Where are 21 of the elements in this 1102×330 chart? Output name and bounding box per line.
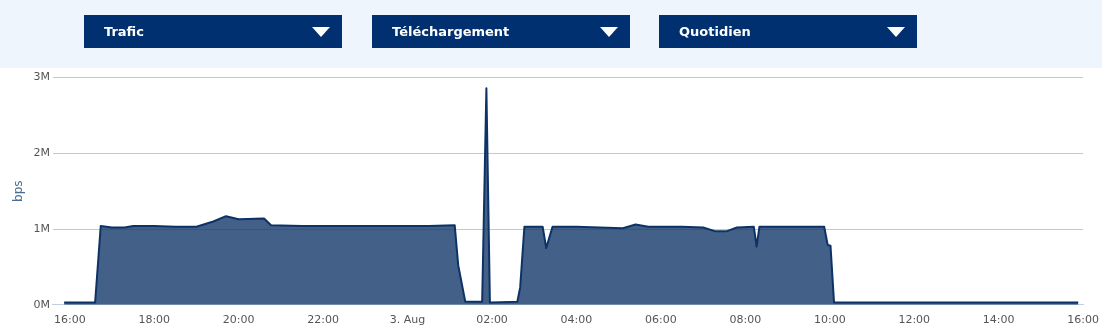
x-tick-label: 16:00 <box>1067 313 1099 327</box>
x-tick-label: 16:00 <box>53 313 86 327</box>
x-tick-label: 12:00 <box>898 313 931 327</box>
x-tick-label: 18:00 <box>138 313 171 327</box>
x-tick-label: 08:00 <box>729 313 762 327</box>
y-tick-label: 3M <box>33 70 50 84</box>
x-tick-label: 22:00 <box>307 313 339 327</box>
dropdown-field: Trafic <box>84 15 342 48</box>
x-tick-label: 20:00 <box>222 313 255 327</box>
y-axis-title: bps <box>11 180 26 202</box>
y-tick-label: 0M <box>33 297 50 311</box>
x-tick-label: 02:00 <box>476 313 508 327</box>
x-tick-label: 14:00 <box>982 313 1015 327</box>
y-tick-label: 1M <box>33 221 50 235</box>
x-tick-label: 04:00 <box>560 313 593 327</box>
x-tick-label: 3. Aug <box>389 313 426 327</box>
dropdown-field: Téléchargement <box>372 15 630 48</box>
dropdown-field: Quotidien <box>659 15 917 48</box>
x-tick-label: 10:00 <box>813 313 846 327</box>
y-tick-label: 2M <box>33 146 50 160</box>
x-tick-label: 06:00 <box>645 313 677 327</box>
